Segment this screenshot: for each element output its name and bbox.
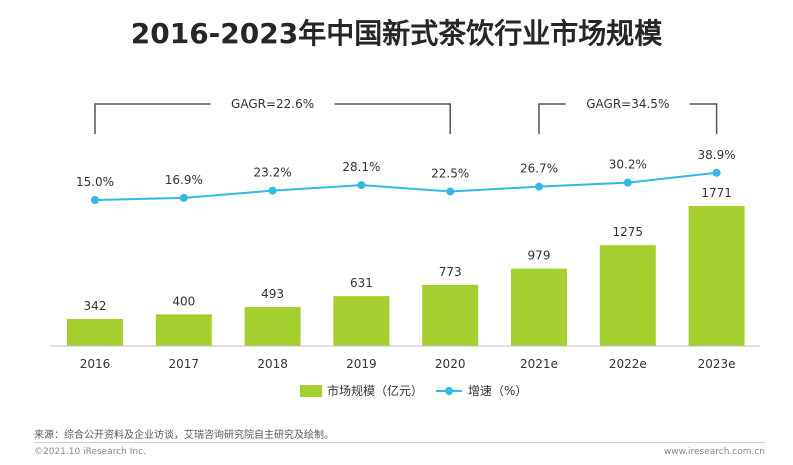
growth-label: 23.2%	[254, 166, 292, 180]
legend-marker-line	[445, 387, 453, 395]
growth-label: 16.9%	[165, 173, 203, 187]
bar-value-label: 631	[350, 276, 373, 290]
bracket-right	[334, 103, 451, 134]
bar-2019	[333, 296, 390, 346]
copyright-text: ©2021.10 iResearch Inc.	[34, 447, 146, 457]
bracket-right	[689, 103, 718, 134]
legend: 市场规模（亿元） 增速（%）	[300, 383, 527, 398]
growth-point-2016	[91, 196, 99, 204]
growth-label: 28.1%	[342, 160, 380, 174]
growth-point-2021e	[535, 182, 543, 191]
growth-point-2022e	[623, 178, 632, 187]
bar-2020	[422, 284, 479, 346]
growth-point-2018	[268, 186, 277, 195]
bar-2022e	[599, 245, 656, 346]
legend-swatch-bar	[300, 385, 322, 397]
bar-2018	[244, 307, 301, 346]
source-note: 来源：综合公开资料及企业访谈，艾瑞咨询研究院自主研究及绘制。	[34, 430, 334, 441]
bar-2017	[155, 314, 212, 346]
x-tick-label: 2020	[435, 357, 466, 371]
footer-divider	[34, 442, 765, 443]
growth-point-2017	[179, 193, 188, 202]
x-tick-label: 2023e	[698, 357, 736, 371]
bar-value-label: 773	[439, 265, 462, 279]
cagr-bracket-1: GAGR=22.6%	[94, 97, 451, 134]
cagr-bracket-2: GAGR=34.5%	[538, 97, 718, 134]
growth-label: 22.5%	[431, 166, 469, 180]
bar-value-label: 1275	[613, 225, 644, 239]
cagr-label: GAGR=22.6%	[231, 97, 314, 111]
bar-2023e	[688, 206, 745, 346]
growth-line	[94, 171, 717, 201]
annotation-layer: GAGR=22.6% GAGR=34.5%	[94, 97, 718, 134]
bar-value-label: 493	[261, 287, 284, 301]
growth-label: 30.2%	[609, 158, 647, 172]
growth-label: 38.9%	[698, 148, 736, 162]
growth-point-2019	[357, 181, 366, 190]
growth-point-2020	[446, 187, 455, 196]
growth-label: 26.7%	[520, 162, 558, 176]
x-tick-label: 2019	[346, 357, 377, 371]
bar-value-label: 342	[84, 299, 107, 313]
chart-title: 2016-2023年中国新式茶饮行业市场规模	[130, 17, 663, 50]
growth-point-2023e	[712, 168, 721, 177]
bar-2021e	[511, 268, 567, 346]
legend-label-line: 增速（%）	[468, 384, 527, 398]
site-url: www.iresearch.com.cn	[663, 447, 765, 457]
x-tick-label: 2017	[169, 357, 200, 371]
x-tick-label: 2022e	[609, 357, 647, 371]
bar-value-label: 400	[172, 294, 195, 308]
growth-label: 15.0%	[76, 175, 114, 189]
bracket-left	[94, 103, 211, 134]
bar-2016	[67, 318, 123, 346]
cagr-label: GAGR=34.5%	[586, 97, 669, 111]
x-tick-label: 2018	[257, 357, 288, 371]
bar-value-label: 979	[528, 249, 551, 263]
bracket-left	[538, 103, 566, 134]
x-tick-label: 2021e	[520, 357, 558, 371]
bar-value-label: 1771	[701, 186, 732, 200]
x-tick-label: 2016	[80, 357, 111, 371]
line-layer: 15.0% 16.9% 23.2% 28.1% 22.5% 26.7% 30.2% 38.9%	[76, 148, 736, 204]
legend-label-bar: 市场规模（亿元）	[327, 383, 423, 398]
bars-layer: 342 2016 400 2017 493 2018 631 2019 773 2020 979 20…	[67, 186, 745, 371]
